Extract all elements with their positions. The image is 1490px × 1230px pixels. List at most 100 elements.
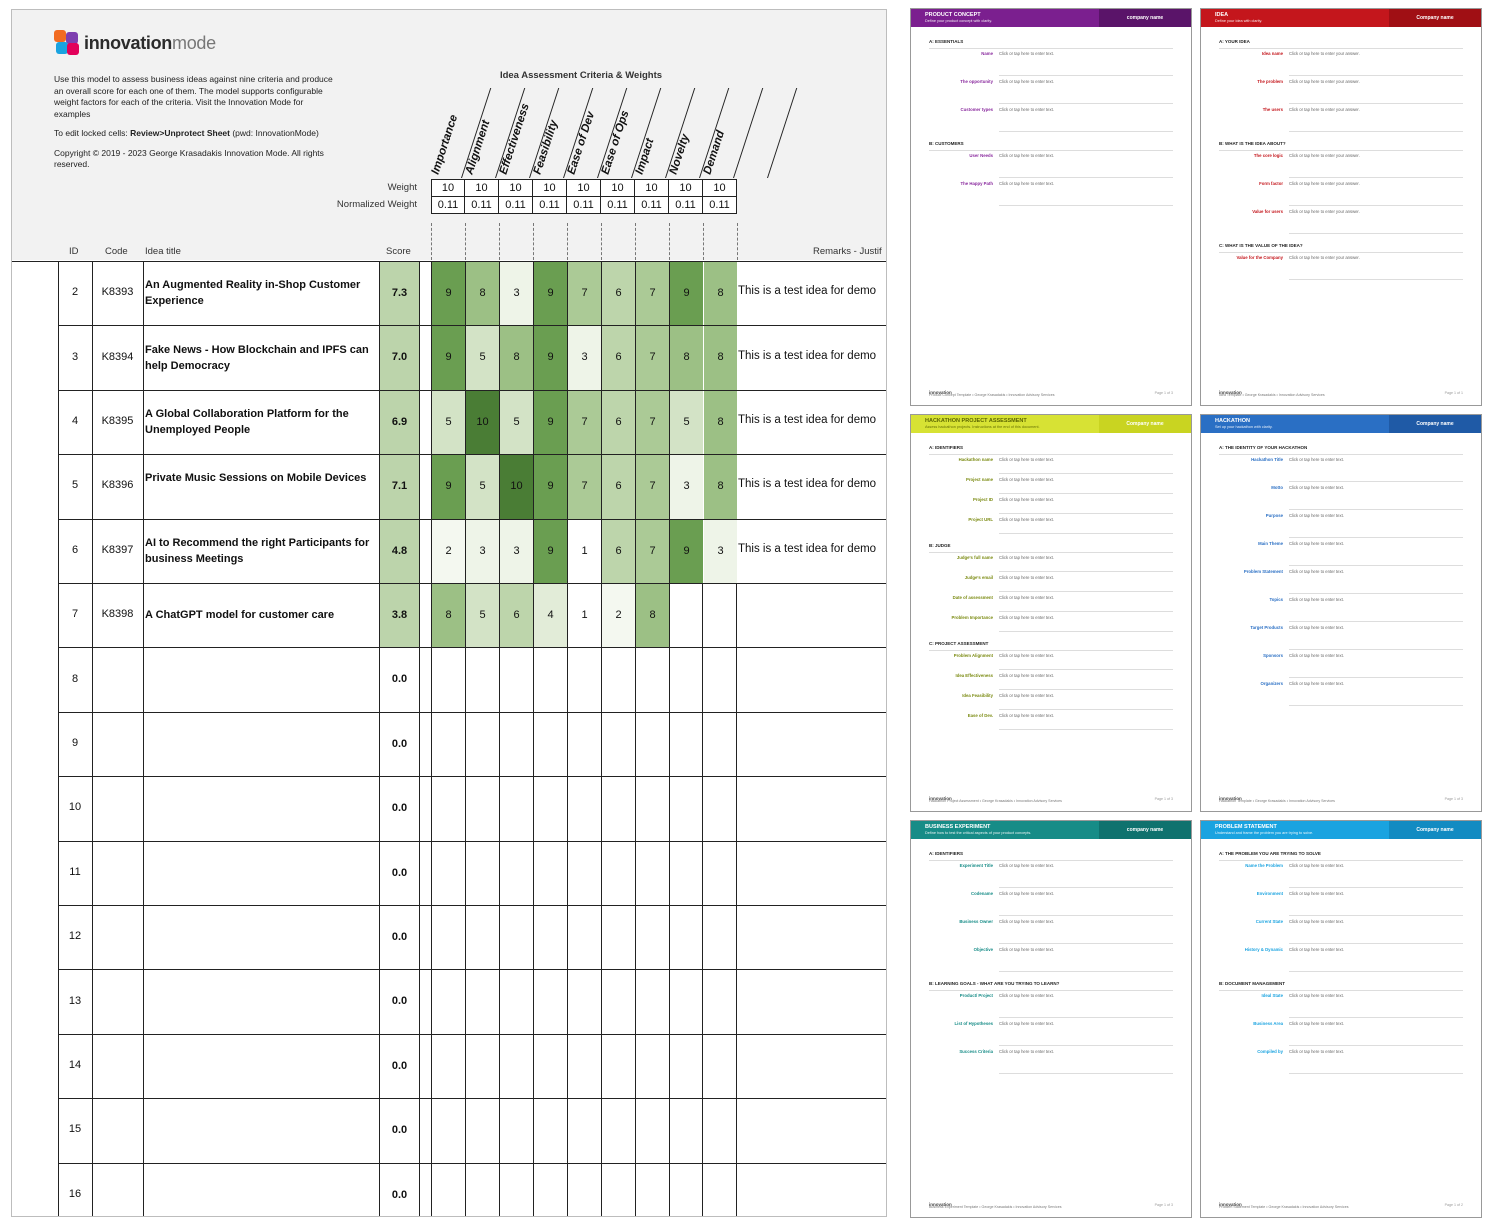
template-field-input[interactable]: Click or tap here to enter text. — [1289, 1049, 1344, 1054]
criteria-score-cell[interactable] — [636, 1035, 669, 1098]
idea-title[interactable]: A ChatGPT model for customer care — [145, 609, 335, 622]
template-field-input[interactable]: Click or tap here to enter text. — [999, 693, 1054, 698]
template-field-input[interactable]: Click or tap here to enter text. — [1289, 653, 1344, 658]
template-field-input[interactable]: Click or tap here to enter text. — [999, 919, 1054, 924]
criteria-score-cell[interactable] — [432, 1164, 465, 1216]
criteria-score-cell[interactable]: 6 — [602, 390, 635, 455]
criteria-score-cell[interactable] — [466, 842, 499, 905]
criteria-score-cell[interactable] — [670, 842, 703, 905]
template-field-input[interactable]: Click or tap here to enter your answer. — [1289, 107, 1360, 112]
template-field-input[interactable]: Click or tap here to enter text. — [1289, 681, 1344, 686]
criteria-score-cell[interactable] — [500, 777, 533, 840]
criteria-score-cell[interactable]: 7 — [636, 326, 669, 390]
template-field-input[interactable]: Click or tap here to enter text. — [999, 713, 1054, 718]
criteria-score-cell[interactable] — [602, 777, 635, 840]
template-thumbnail-6[interactable]: PROBLEM STATEMENT Understand and frame th… — [1200, 820, 1482, 1218]
template-field-input[interactable]: Click or tap here to enter your answer. — [1289, 79, 1360, 84]
template-field-input[interactable]: Click or tap here to enter text. — [999, 595, 1054, 600]
criteria-score-cell[interactable]: 8 — [704, 390, 737, 455]
criteria-score-cell[interactable] — [534, 842, 567, 905]
criteria-score-cell[interactable]: 10 — [466, 390, 499, 455]
criteria-score-cell[interactable] — [500, 648, 533, 711]
criteria-score-cell[interactable]: 7 — [636, 390, 669, 455]
row-code[interactable]: K8397 — [101, 543, 134, 556]
template-field-input[interactable]: Click or tap here to enter text. — [1289, 1021, 1344, 1026]
criteria-score-cell[interactable]: 3 — [704, 519, 737, 583]
criteria-score-cell[interactable] — [534, 777, 567, 840]
template-field-input[interactable]: Click or tap here to enter text. — [999, 181, 1054, 186]
template-field-input[interactable]: Click or tap here to enter text. — [999, 653, 1054, 658]
criteria-score-cell[interactable]: 9 — [534, 326, 567, 390]
criteria-score-cell[interactable] — [670, 1164, 703, 1216]
criteria-score-cell[interactable]: 10 — [500, 455, 533, 519]
criteria-score-cell[interactable] — [602, 713, 635, 776]
weight-cell[interactable]: 10 — [635, 179, 669, 197]
criteria-score-cell[interactable] — [568, 1099, 601, 1162]
criteria-score-cell[interactable]: 7 — [568, 390, 601, 455]
weight-cell[interactable]: 10 — [669, 179, 703, 197]
company-name-field[interactable]: company name — [1099, 821, 1191, 839]
weight-cell[interactable]: 10 — [601, 179, 635, 197]
criteria-score-cell[interactable] — [704, 906, 737, 969]
template-field-input[interactable]: Click or tap here to enter text. — [1289, 485, 1344, 490]
criteria-score-cell[interactable]: 6 — [602, 262, 635, 326]
idea-remark[interactable]: This is a test idea for demo — [738, 542, 877, 555]
template-field-input[interactable]: Click or tap here to enter text. — [1289, 457, 1344, 462]
criteria-score-cell[interactable]: 9 — [670, 262, 703, 326]
criteria-score-cell[interactable]: 3 — [500, 262, 533, 326]
criteria-score-cell[interactable]: 7 — [636, 455, 669, 519]
criteria-score-cell[interactable] — [636, 970, 669, 1033]
criteria-score-cell[interactable]: 6 — [602, 326, 635, 390]
criteria-score-cell[interactable]: 7 — [568, 455, 601, 519]
company-name-field[interactable]: Company name — [1389, 9, 1481, 27]
criteria-score-cell[interactable] — [500, 1099, 533, 1162]
criteria-score-cell[interactable] — [670, 584, 703, 647]
criteria-score-cell[interactable]: 5 — [432, 390, 465, 455]
criteria-score-cell[interactable] — [500, 1164, 533, 1216]
template-field-input[interactable]: Click or tap here to enter text. — [1289, 947, 1344, 952]
criteria-score-cell[interactable]: 5 — [466, 326, 499, 390]
criteria-score-cell[interactable] — [568, 970, 601, 1033]
criteria-score-cell[interactable]: 5 — [500, 390, 533, 455]
criteria-score-cell[interactable] — [636, 777, 669, 840]
template-field-input[interactable]: Click or tap here to enter your answer. — [1289, 181, 1360, 186]
template-field-input[interactable]: Click or tap here to enter text. — [999, 1049, 1054, 1054]
criteria-score-cell[interactable] — [568, 713, 601, 776]
criteria-score-cell[interactable]: 3 — [568, 326, 601, 390]
criteria-score-cell[interactable] — [534, 713, 567, 776]
criteria-score-cell[interactable]: 8 — [500, 326, 533, 390]
criteria-score-cell[interactable] — [500, 970, 533, 1033]
criteria-score-cell[interactable] — [568, 648, 601, 711]
criteria-score-cell[interactable] — [670, 713, 703, 776]
criteria-score-cell[interactable] — [466, 1164, 499, 1216]
criteria-score-cell[interactable] — [568, 1164, 601, 1216]
criteria-score-cell[interactable] — [432, 648, 465, 711]
idea-title[interactable]: AI to Recommend the right Participants f… — [145, 536, 370, 565]
criteria-score-cell[interactable] — [466, 1099, 499, 1162]
company-name-field[interactable]: Company name — [1389, 415, 1481, 433]
criteria-score-cell[interactable] — [636, 648, 669, 711]
criteria-score-cell[interactable]: 8 — [466, 262, 499, 326]
criteria-score-cell[interactable]: 8 — [432, 584, 465, 648]
template-field-input[interactable]: Click or tap here to enter text. — [999, 673, 1054, 678]
criteria-score-cell[interactable] — [466, 713, 499, 776]
criteria-score-cell[interactable] — [466, 906, 499, 969]
template-field-input[interactable]: Click or tap here to enter text. — [999, 891, 1054, 896]
criteria-score-cell[interactable] — [432, 906, 465, 969]
idea-remark[interactable]: This is a test idea for demo — [738, 349, 877, 362]
template-field-input[interactable]: Click or tap here to enter text. — [999, 517, 1054, 522]
criteria-score-cell[interactable] — [636, 1099, 669, 1162]
criteria-score-cell[interactable] — [704, 1099, 737, 1162]
criteria-score-cell[interactable] — [466, 648, 499, 711]
criteria-score-cell[interactable] — [602, 842, 635, 905]
weight-cell[interactable]: 10 — [567, 179, 601, 197]
criteria-score-cell[interactable]: 5 — [466, 455, 499, 519]
criteria-score-cell[interactable] — [466, 970, 499, 1033]
criteria-score-cell[interactable] — [670, 906, 703, 969]
idea-remark[interactable]: This is a test idea for demo — [738, 414, 877, 426]
company-name-field[interactable]: Company name — [1099, 415, 1191, 433]
weight-cell[interactable]: 10 — [431, 179, 465, 197]
template-field-input[interactable]: Click or tap here to enter text. — [1289, 513, 1344, 518]
criteria-score-cell[interactable] — [602, 1164, 635, 1216]
criteria-score-cell[interactable] — [704, 648, 737, 711]
